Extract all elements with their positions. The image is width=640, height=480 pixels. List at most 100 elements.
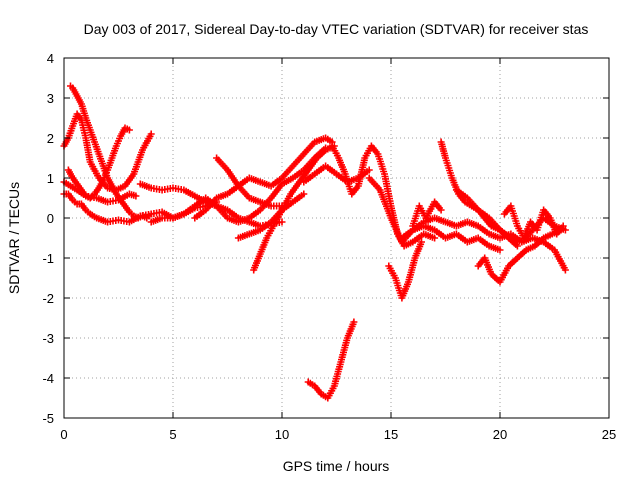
data-point [400,239,415,250]
data-point [474,222,491,236]
data-point [278,175,295,188]
data-point [95,150,106,168]
data-point [365,174,382,192]
data-point [437,206,445,214]
y-tick-label: 4 [47,51,54,66]
data-point [343,320,357,342]
y-tick-label: -5 [42,411,54,426]
data-point [267,176,284,190]
data-point [404,256,418,286]
data-point [507,202,521,227]
series-track-p [385,238,425,302]
data-point [485,214,502,232]
data-point [267,182,284,202]
data-point [115,216,131,225]
data-point [121,172,136,190]
data-point [139,132,154,154]
data-point [77,200,88,212]
data-point [328,142,341,160]
data-point [376,186,394,220]
data-point [213,154,230,172]
data-point [234,182,251,200]
data-point [69,174,80,186]
series-track-n [328,142,439,250]
data-point [431,226,447,240]
data-point [112,183,127,194]
data-point [86,210,98,221]
data-point [245,208,262,222]
data-point [531,236,546,250]
series-track-q [398,222,504,254]
y-tick-label: 3 [47,91,54,106]
data-point [398,228,415,242]
data-point [269,208,285,230]
data-point [224,206,240,220]
grid [64,58,609,418]
data-point [73,200,83,208]
data-point [474,206,491,220]
data-point [496,226,513,240]
data-point [256,220,273,234]
data-point [67,182,79,193]
data-point [287,180,302,198]
data-point [496,264,511,286]
data-point [496,246,504,254]
data-point [73,92,84,106]
data-point [452,219,469,230]
data-point [300,172,316,186]
data-point [322,162,338,176]
series-track-k [250,142,338,274]
data-point [91,138,102,156]
data-point [522,243,537,254]
data-point [505,256,520,270]
data-point [125,213,142,226]
data-point [317,390,330,401]
data-point [324,384,337,402]
data-point [335,154,348,176]
data-point [337,336,351,366]
data-point [374,150,388,175]
data-point [300,190,308,198]
data-point [278,218,286,226]
x-tick-label: 20 [493,427,507,442]
data-point [69,84,80,98]
data-point [125,126,133,134]
data-point [180,186,197,199]
data-point [513,248,528,262]
y-tick-label: -4 [42,371,54,386]
y-tick-label: -3 [42,331,54,346]
data-point [350,318,358,326]
data-point [112,190,123,202]
data-point [330,360,344,390]
data-point [224,184,240,198]
x-tick-label: 25 [602,427,616,442]
data-point [289,152,306,170]
data-point [86,192,96,202]
plot-frame [63,57,610,419]
data-point [295,168,311,186]
data-point [224,166,241,188]
data-point [559,222,567,230]
data-point [136,180,153,191]
data-point [64,190,75,202]
x-tick-label: 15 [384,427,398,442]
data-point [117,126,128,140]
data-point [130,148,146,178]
data-point [256,236,270,258]
data-point [130,212,140,221]
series-track-h [191,134,336,222]
data-point [354,156,368,190]
data-point [463,194,480,212]
series-track-m [304,318,358,402]
data-point [95,174,110,190]
data-point [431,234,439,242]
data-point [69,196,79,206]
data-point [125,208,136,218]
x-axis-label: GPS time / hours [283,458,390,474]
data-point [86,126,98,144]
data-point [313,148,328,162]
data-point [322,134,334,145]
data-point [278,164,295,182]
axes: -5 -4 -3 -2 -1 0 1 2 3 4 0 5 10 15 20 25 [42,51,616,442]
